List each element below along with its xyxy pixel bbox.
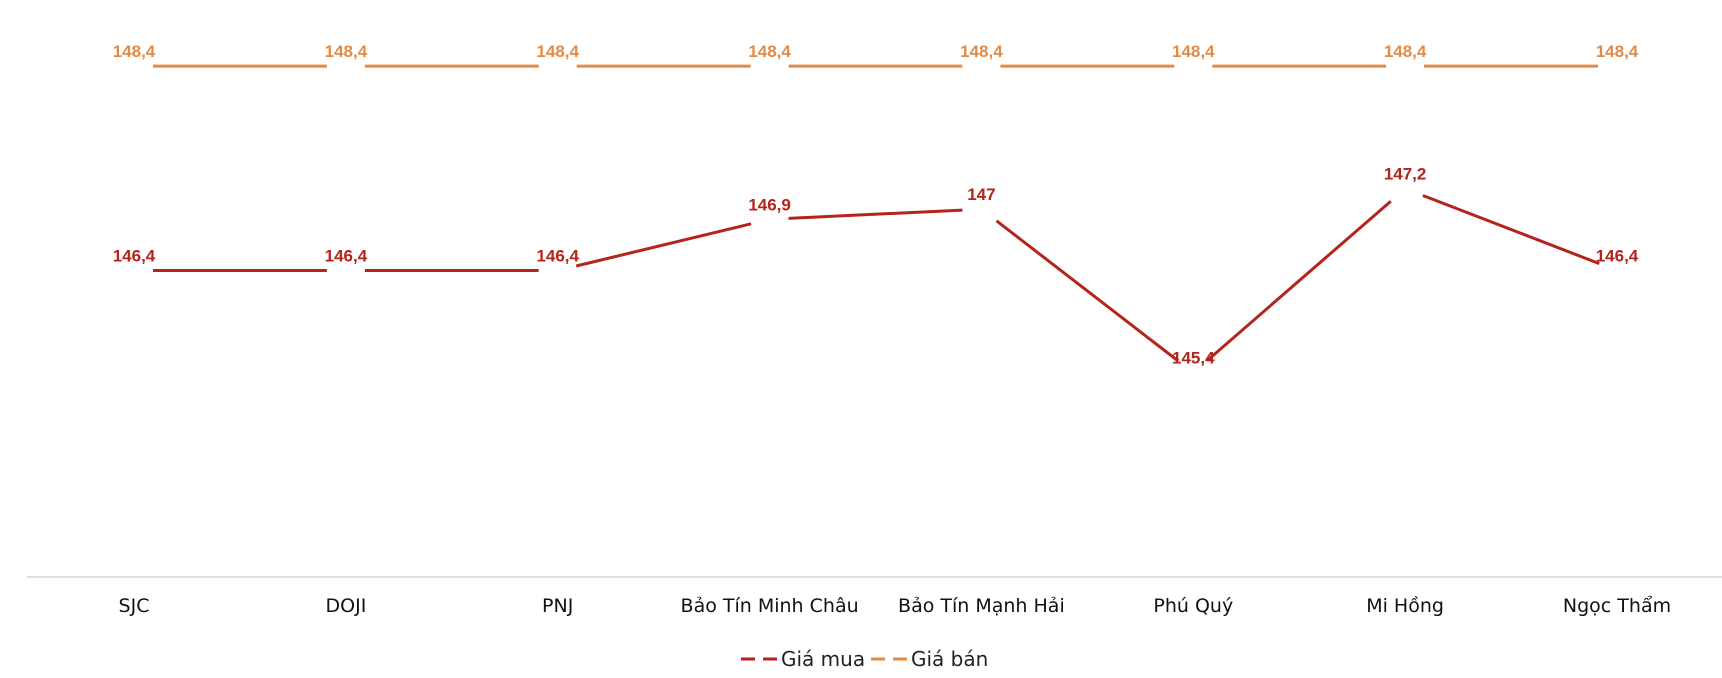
series-segment-1-5	[995, 219, 1180, 363]
data-label: 148,4	[536, 42, 579, 61]
data-label: 146,4	[1596, 247, 1639, 266]
x-tick-label: SJC	[119, 595, 150, 617]
series-segment-1-7	[1422, 194, 1600, 265]
data-label: 148,4	[960, 42, 1003, 61]
x-tick-label: Phú Quý	[1153, 595, 1233, 617]
data-label: 148,4	[748, 42, 791, 61]
series-segment-1-3	[575, 222, 752, 268]
data-label: 146,4	[325, 247, 368, 266]
data-label-layer: 146,4 146,4 146,4 146,9 147 145,4 147,2 146,4 14…	[113, 42, 1639, 368]
legend-label: Giá mua	[781, 647, 865, 671]
data-label: 147,2	[1384, 165, 1427, 184]
data-label: 148,4	[1596, 42, 1639, 61]
x-tick-label: PNJ	[542, 595, 573, 617]
data-label: 145,4	[1172, 349, 1215, 368]
data-label: 146,9	[748, 195, 791, 214]
legend-label: Giá bán	[911, 647, 988, 671]
data-label: 148,4	[1384, 42, 1427, 61]
series-segment-1-6	[1206, 200, 1392, 362]
x-tick-label: Bảo Tín Mạnh Hải	[898, 595, 1065, 617]
x-tick-layer: SJC DOJI PNJ Bảo Tín Minh Châu Bảo Tín Mạnh …	[119, 595, 1672, 617]
x-tick-label: Ngọc Thẩm	[1563, 595, 1671, 617]
legend: Giá mua Giá bán	[741, 647, 988, 671]
data-label: 148,4	[1172, 42, 1215, 61]
x-tick-label: Bảo Tín Minh Châu	[681, 595, 859, 617]
x-tick-label: Mi Hồng	[1366, 595, 1444, 617]
legend-item-1: Giá mua	[741, 647, 865, 671]
data-label: 148,4	[325, 42, 368, 61]
data-label: 147	[967, 185, 995, 204]
series-segment-1-4	[788, 208, 963, 220]
data-label: 146,4	[536, 247, 579, 266]
series-layer	[153, 64, 1600, 363]
data-label: 148,4	[113, 42, 156, 61]
x-tick-label: DOJI	[326, 595, 367, 617]
data-label: 146,4	[113, 247, 156, 266]
legend-item-2: Giá bán	[871, 647, 988, 671]
